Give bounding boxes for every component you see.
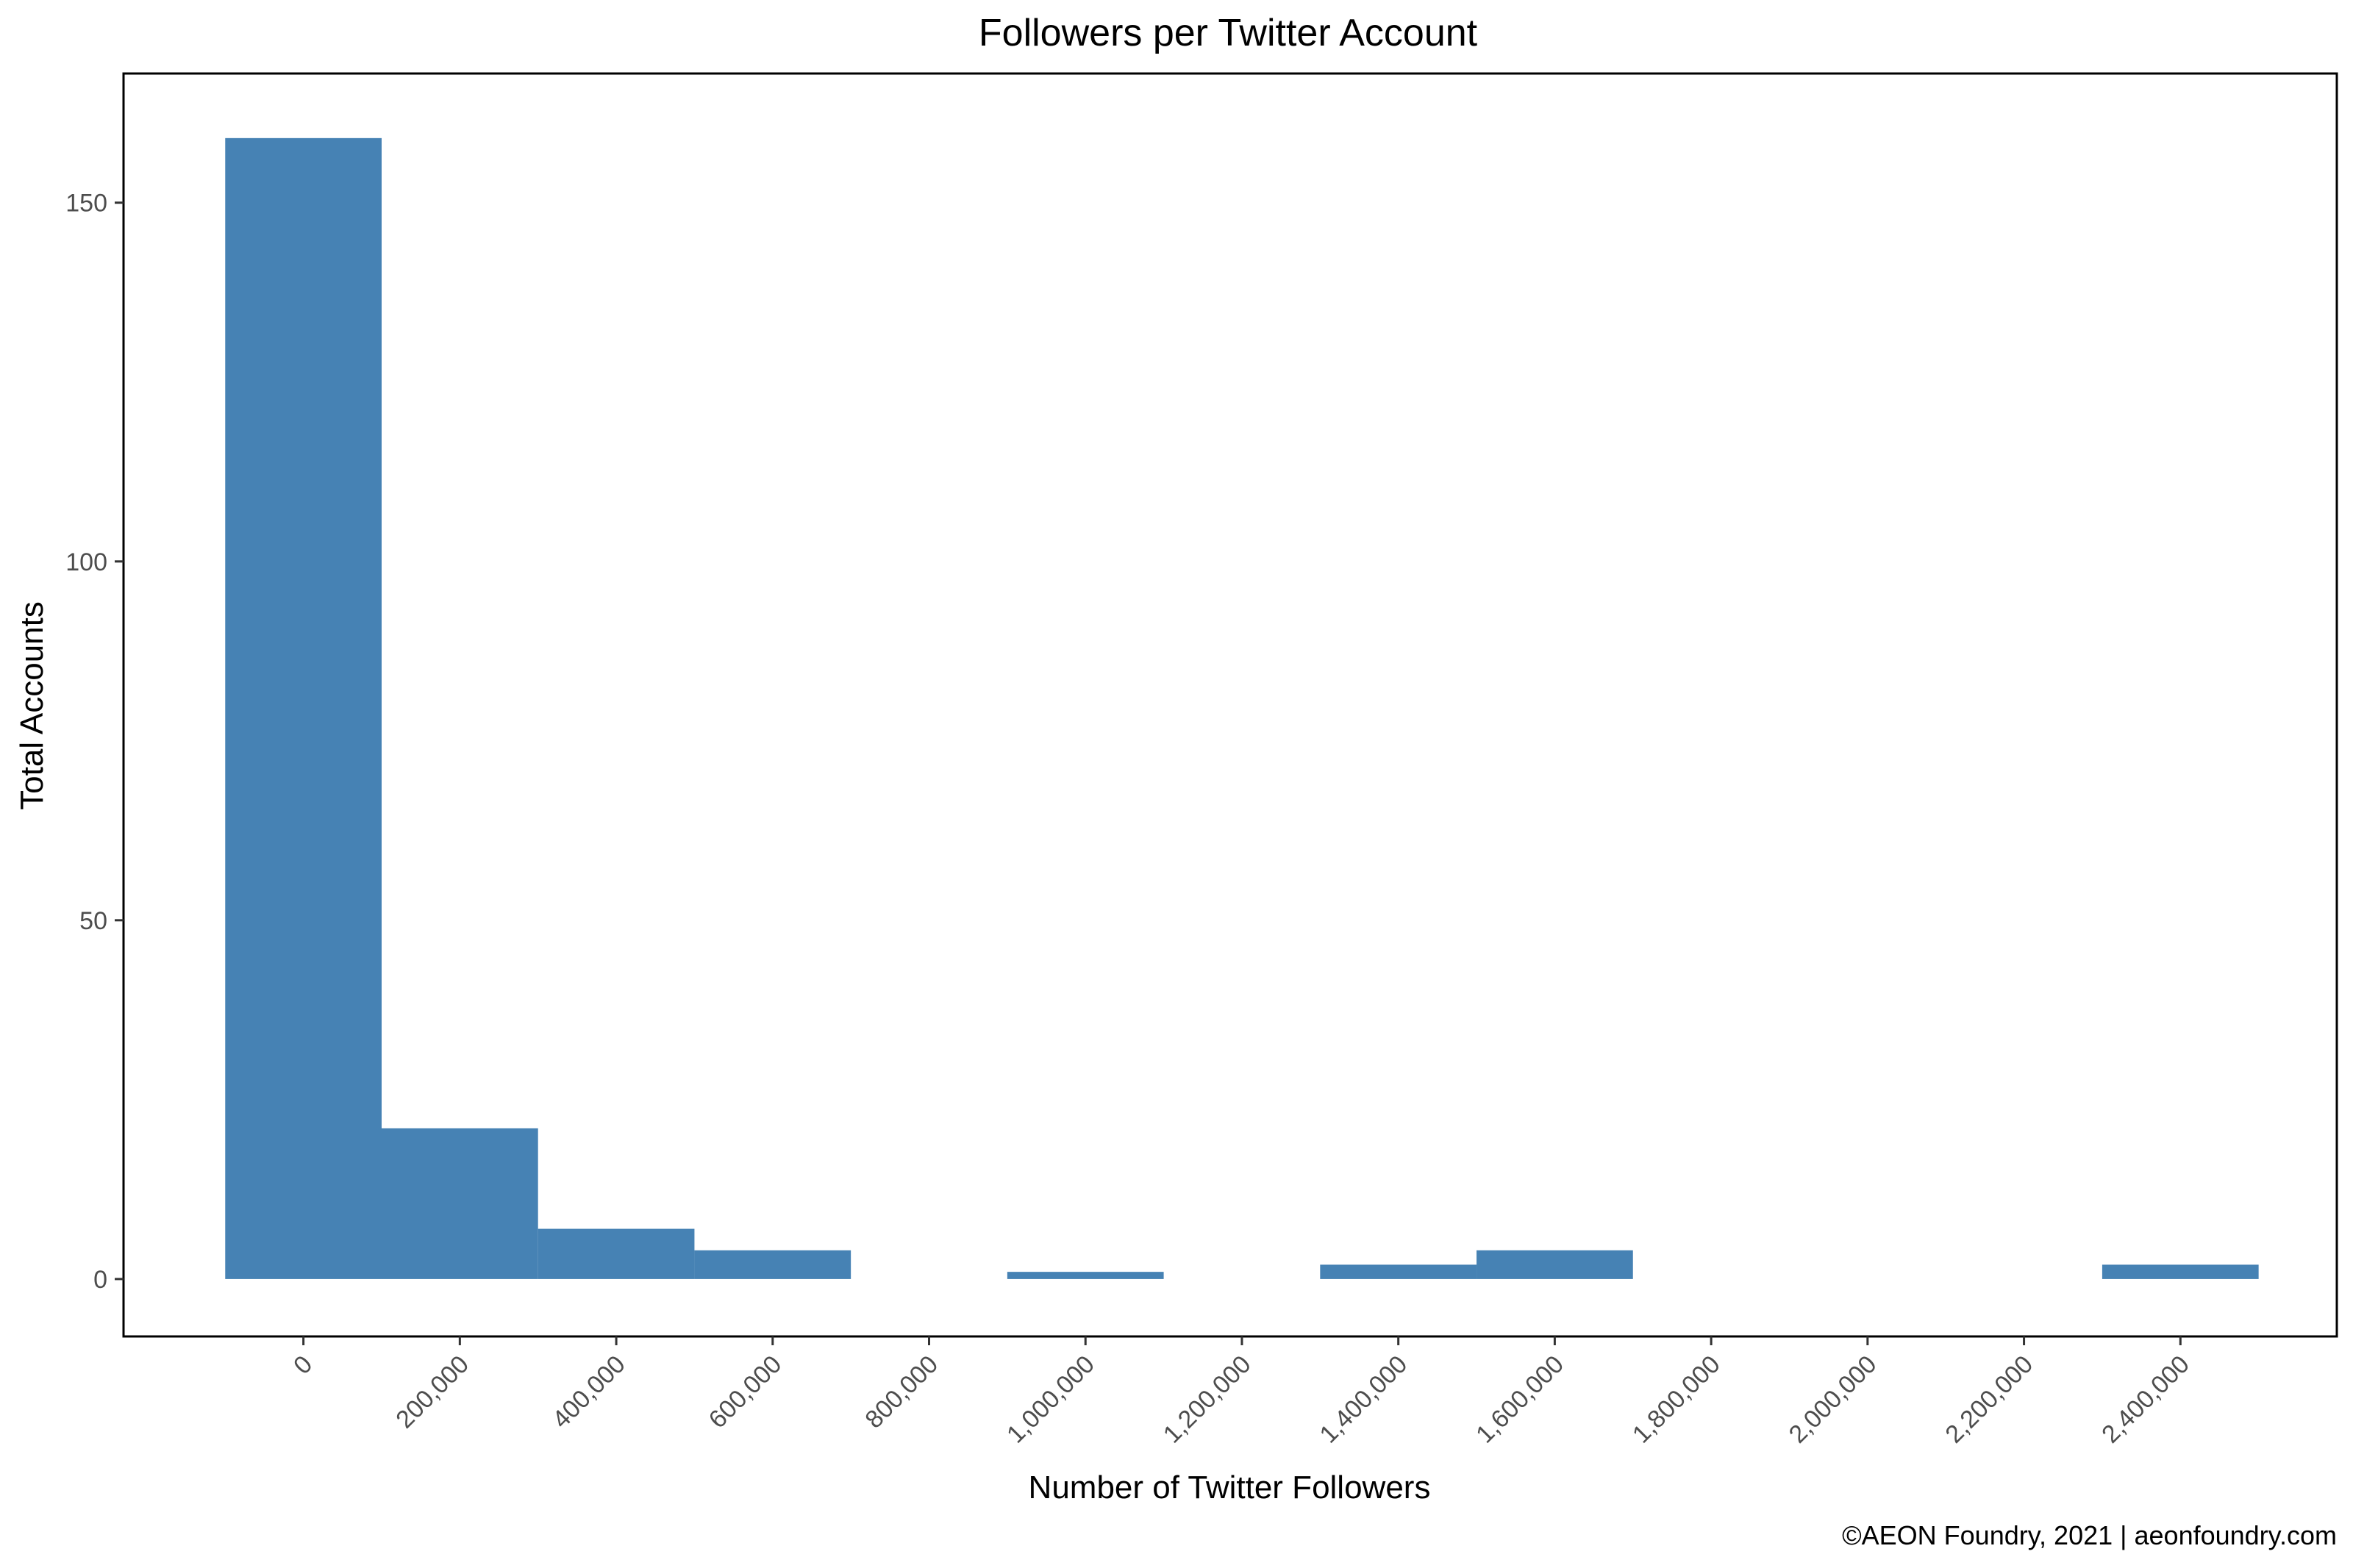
x-tick-label: 1,000,000	[1001, 1350, 1100, 1449]
x-tick-label: 1,200,000	[1158, 1350, 1257, 1449]
y-tick-label: 150	[65, 190, 107, 218]
x-tick-label: 1,800,000	[1627, 1350, 1726, 1449]
histogram-bar	[1477, 1250, 1633, 1279]
x-tick-label: 2,400,000	[2096, 1350, 2195, 1449]
plot-border	[122, 72, 2338, 1338]
histogram-bar	[538, 1228, 695, 1279]
x-axis-title: Number of Twitter Followers	[1029, 1469, 1431, 1506]
bars-group	[225, 137, 2259, 1279]
x-axis: 0 200,000 400,000 600,000 800,000 1,000,000 1,…	[288, 1336, 2195, 1449]
y-axis-title: Total Accounts	[14, 601, 50, 810]
x-tick-label: 600,000	[704, 1350, 788, 1434]
x-tick-label: 800,000	[860, 1350, 943, 1434]
histogram-bar	[381, 1128, 538, 1279]
y-tick-label: 100	[65, 548, 107, 576]
chart-caption: ©AEON Foundry, 2021 | aeonfoundry.com	[1842, 1520, 2337, 1550]
x-tick-label: 0	[288, 1350, 318, 1380]
y-tick-label: 0	[93, 1266, 107, 1294]
y-axis: 0 50 100 150	[65, 190, 124, 1294]
chart-title: Followers per Twitter Account	[979, 12, 1478, 54]
x-tick-label: 400,000	[547, 1350, 631, 1434]
x-tick-label: 2,200,000	[1940, 1350, 2038, 1449]
histogram-bar	[694, 1250, 851, 1279]
x-tick-label: 1,400,000	[1315, 1350, 1413, 1449]
histogram-bar	[2102, 1264, 2259, 1279]
histogram-bar	[1320, 1264, 1477, 1279]
histogram-bar	[225, 137, 382, 1279]
y-tick-label: 50	[79, 907, 107, 935]
histogram-bar	[1007, 1272, 1164, 1279]
x-tick-label: 200,000	[390, 1350, 474, 1434]
plot-panel	[122, 72, 2338, 1338]
x-tick-label: 2,000,000	[1784, 1350, 1882, 1449]
x-tick-label: 1,600,000	[1471, 1350, 1569, 1449]
